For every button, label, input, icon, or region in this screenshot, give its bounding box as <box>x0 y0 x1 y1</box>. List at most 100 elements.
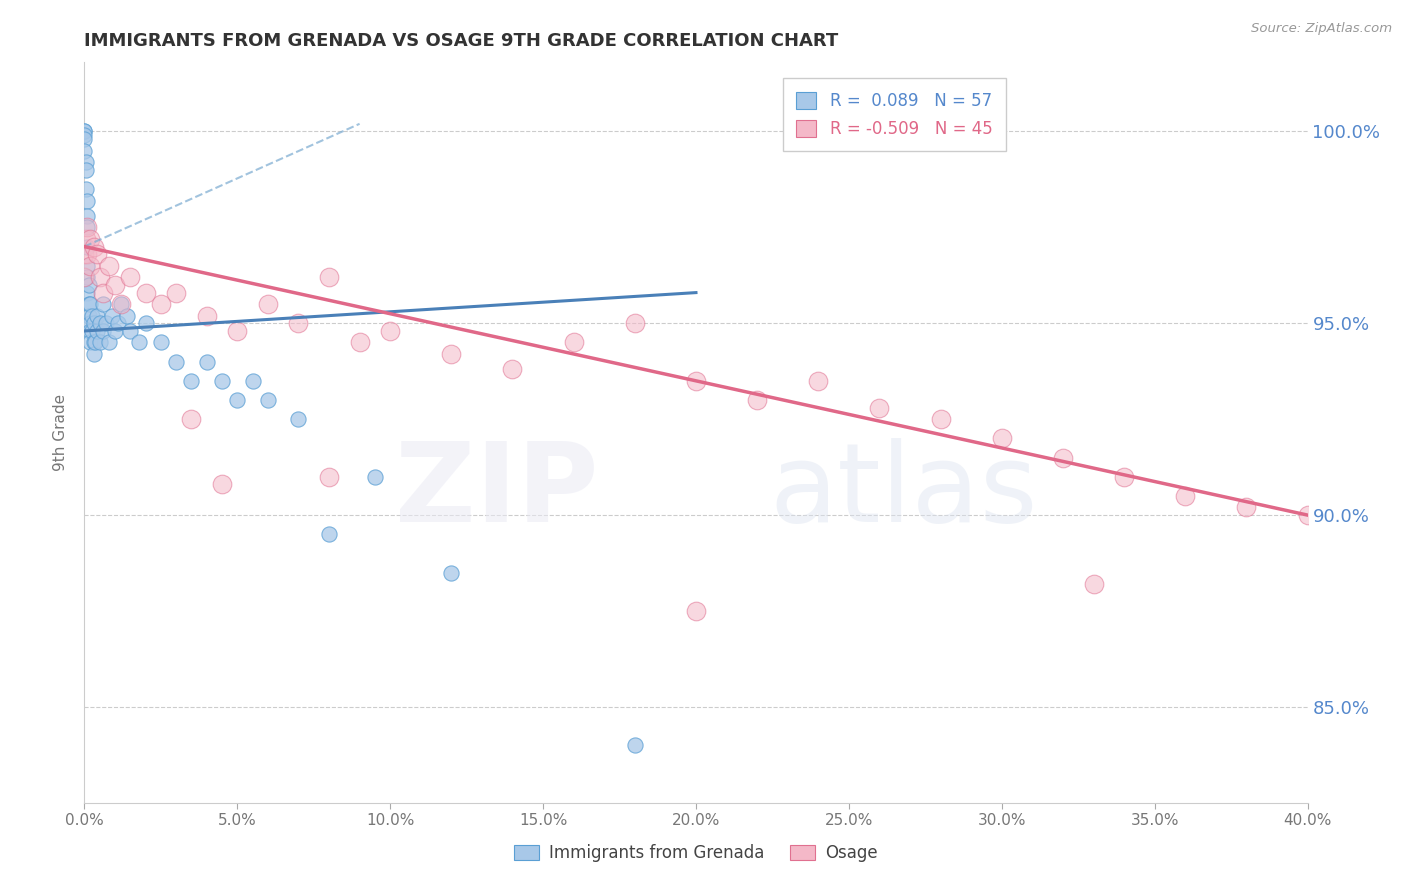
Point <box>91 324 114 338</box>
Point <box>104 277 127 292</box>
Point <box>101 309 124 323</box>
Point <box>1296 508 1319 522</box>
Point <box>75 155 97 169</box>
Point <box>1114 469 1136 483</box>
Text: IMMIGRANTS FROM GRENADA VS OSAGE 9TH GRADE CORRELATION CHART: IMMIGRANTS FROM GRENADA VS OSAGE 9TH GRA… <box>84 32 838 50</box>
Point <box>73 124 96 138</box>
Point <box>135 316 157 330</box>
Point <box>211 477 233 491</box>
Point <box>76 247 98 261</box>
Point <box>76 220 98 235</box>
Point <box>77 277 100 292</box>
Point <box>165 285 187 300</box>
Point <box>104 324 127 338</box>
Point <box>115 309 138 323</box>
Point <box>79 232 101 246</box>
Point <box>364 469 387 483</box>
Point <box>257 297 280 311</box>
Point <box>110 297 132 311</box>
Point <box>76 285 98 300</box>
Point <box>869 401 891 415</box>
Point <box>75 162 97 177</box>
Point <box>73 124 96 138</box>
Point <box>149 297 172 311</box>
Point <box>75 182 97 196</box>
Point <box>97 335 120 350</box>
Point <box>76 220 98 235</box>
Point <box>226 392 249 407</box>
Point <box>84 335 107 350</box>
Point <box>380 324 402 338</box>
Point <box>807 374 830 388</box>
Point <box>91 297 114 311</box>
Point <box>79 297 101 311</box>
Point <box>120 324 142 338</box>
Point <box>318 469 340 483</box>
Y-axis label: 9th Grade: 9th Grade <box>53 394 69 471</box>
Text: ZIP: ZIP <box>395 438 598 545</box>
Point <box>86 324 108 338</box>
Point <box>76 209 98 223</box>
Point <box>1174 489 1197 503</box>
Point <box>1083 577 1105 591</box>
Point <box>73 270 96 285</box>
Point <box>318 270 340 285</box>
Point <box>94 316 117 330</box>
Text: atlas: atlas <box>769 438 1038 545</box>
Point <box>75 232 97 246</box>
Point <box>257 392 280 407</box>
Point <box>73 128 96 143</box>
Point <box>73 247 96 261</box>
Point <box>73 132 96 146</box>
Point <box>79 316 101 330</box>
Point <box>80 309 103 323</box>
Point <box>76 270 98 285</box>
Legend: Immigrants from Grenada, Osage: Immigrants from Grenada, Osage <box>508 838 884 869</box>
Point <box>991 431 1014 445</box>
Point <box>86 309 108 323</box>
Point <box>149 335 172 350</box>
Point <box>929 412 952 426</box>
Point <box>80 324 103 338</box>
Point <box>91 285 114 300</box>
Point <box>76 259 98 273</box>
Point <box>77 297 100 311</box>
Point <box>180 374 202 388</box>
Point <box>83 347 105 361</box>
Point <box>440 347 463 361</box>
Point <box>1236 500 1258 515</box>
Point <box>349 335 371 350</box>
Point <box>86 247 108 261</box>
Point <box>1052 450 1074 465</box>
Point <box>110 297 132 311</box>
Point <box>180 412 202 426</box>
Point <box>76 239 98 253</box>
Point <box>195 354 218 368</box>
Point <box>135 285 157 300</box>
Point <box>83 335 105 350</box>
Point <box>79 259 101 273</box>
Point <box>211 374 233 388</box>
Point <box>165 354 187 368</box>
Point <box>318 527 340 541</box>
Point <box>89 270 111 285</box>
Point <box>79 335 101 350</box>
Point <box>73 144 96 158</box>
Point <box>83 316 105 330</box>
Point <box>89 316 111 330</box>
Point <box>685 604 707 618</box>
Point <box>195 309 218 323</box>
Point <box>79 324 101 338</box>
Text: Source: ZipAtlas.com: Source: ZipAtlas.com <box>1251 22 1392 36</box>
Point <box>287 316 309 330</box>
Point <box>83 239 105 253</box>
Point <box>226 324 249 338</box>
Point <box>89 335 111 350</box>
Point <box>120 270 142 285</box>
Point <box>562 335 585 350</box>
Point <box>502 362 524 376</box>
Point <box>97 259 120 273</box>
Point <box>747 392 769 407</box>
Point <box>242 374 264 388</box>
Point <box>107 316 129 330</box>
